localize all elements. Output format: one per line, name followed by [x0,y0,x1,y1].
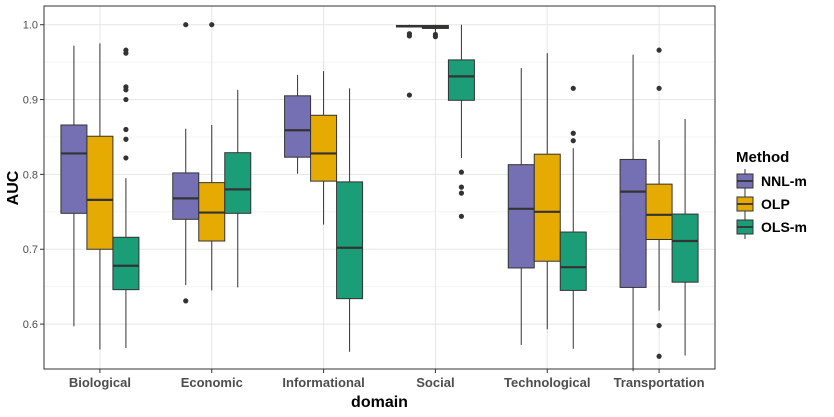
x-tick-label: Technological [504,375,590,390]
box-ols-m-social [447,24,475,219]
grid-minor [44,61,715,288]
outlier-point [123,126,129,133]
outlier-point [458,190,465,196]
box-iqr [310,114,338,182]
y-axis: 0.6 0.7 0.8 0.9 1.0 [23,20,44,331]
outlier-point [123,96,129,103]
y-tick-label: 1.0 [23,20,38,32]
box-iqr [112,236,140,291]
box-iqr [336,181,364,300]
x-tick-label: Transportation [614,375,705,390]
x-axis-title: domain [351,394,408,411]
box-nnl-m-technological [507,68,535,346]
outlier-point [406,33,413,39]
box-ols-m-technological [559,85,587,349]
panel-background [44,6,715,369]
box-iqr [533,153,561,262]
legend-label: NNL-m [761,173,807,189]
box-olp-economic [198,22,226,291]
panel-border [43,5,716,370]
y-tick-label: 0.9 [23,95,38,107]
legend-title: Method [736,149,789,166]
outlier-point [432,34,439,40]
x-tick-label: Informational [282,375,364,390]
box-olp-social [421,24,449,40]
box-olp-informational [310,71,338,225]
legend-label: OLP [761,196,790,212]
x-tick-label: Social [416,375,454,390]
box-nnl-m-informational [284,74,312,174]
outlier-point [183,22,189,28]
legend: Method NNL-m OLP OLS-m [736,149,807,239]
outlier-point [570,85,576,91]
box-iqr [645,183,673,241]
y-axis-title: AUC [5,170,22,205]
outlier-point [183,298,189,304]
legend-key-ols-m [736,215,754,239]
legend-key-olp [736,192,754,216]
box-ols-m-informational [336,88,364,352]
outlier-point [458,213,465,219]
outlier-point [570,138,576,144]
outlier-point [458,184,465,190]
box-iqr [507,164,535,269]
box-ols-m-biological [112,47,140,349]
outlier-point [123,136,129,142]
box-nnl-m-biological [60,45,88,327]
box-olp-transportation [645,47,673,359]
x-tick-label: Biological [69,375,131,390]
box-ols-m-economic [224,89,252,288]
outlier-point [209,22,215,28]
box-iqr [224,152,252,214]
box-nnl-m-economic [172,22,200,304]
box-iqr [172,172,200,220]
legend-key-nnl-m [736,169,754,193]
outlier-point [406,92,413,98]
y-tick-label: 0.8 [23,169,38,181]
box-iqr [619,158,647,288]
outlier-point [570,130,576,136]
outlier-point [656,47,662,53]
outlier-point [458,169,465,175]
box-olp-biological [86,43,114,350]
box-iqr [60,124,88,214]
y-tick-label: 0.6 [23,319,38,331]
box-iqr [284,95,312,158]
outlier-point [123,155,129,161]
outlier-point [656,322,662,329]
box-layer [60,22,699,372]
box-olp-technological [533,53,561,330]
box-iqr [671,213,699,283]
box-nnl-m-transportation [619,54,647,372]
legend-label: OLS-m [761,219,807,235]
outlier-point [123,50,129,56]
x-tick-label: Economic [181,375,243,390]
y-tick-label: 0.7 [23,244,38,256]
x-axis: Biological Economic Informational Social Tec… [69,369,705,390]
box-iqr [559,231,587,291]
box-ols-m-transportation [671,119,699,356]
outlier-point [656,85,662,91]
box-nnl-m-social [395,24,423,98]
outlier-point [123,87,129,93]
box-iqr [447,59,475,101]
box-iqr [86,135,114,250]
outlier-point [656,353,662,359]
